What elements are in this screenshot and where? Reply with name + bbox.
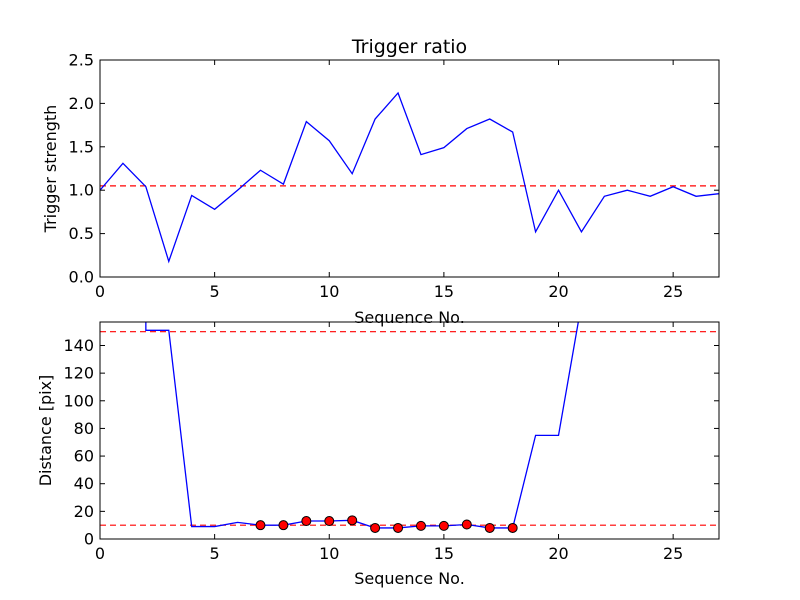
x-tick-label: 0	[95, 282, 105, 301]
data-point	[347, 515, 358, 526]
x-axis-label: Sequence No.	[354, 308, 465, 327]
y-tick-label: 2.5	[69, 51, 94, 70]
x-tick-label: 0	[95, 544, 105, 563]
series-line	[100, 91, 719, 264]
y-axis-label: Distance [pix]	[36, 375, 55, 487]
x-axis-label: Sequence No.	[354, 569, 465, 588]
y-tick-label: 60	[74, 447, 94, 466]
data-point	[278, 520, 289, 531]
x-tick-label: 20	[548, 544, 568, 563]
data-point	[301, 516, 312, 527]
y-tick-label: 0	[84, 530, 94, 549]
data-point	[324, 516, 335, 527]
data-point	[393, 522, 404, 533]
data-point	[370, 522, 381, 533]
x-tick-label: 15	[434, 544, 454, 563]
x-tick-label: 5	[210, 544, 220, 563]
y-tick-label: 0.0	[69, 268, 94, 287]
x-tick-label: 10	[319, 282, 339, 301]
plot-area	[100, 322, 719, 533]
y-tick-label: 2.0	[69, 94, 94, 113]
x-tick-label: 25	[663, 544, 683, 563]
data-point	[255, 520, 266, 531]
y-axis-label: Trigger strength	[41, 105, 60, 234]
y-tick-label: 1.0	[69, 181, 94, 200]
y-tick-label: 1.5	[69, 137, 94, 156]
plot-area	[100, 91, 719, 264]
x-tick-label: 20	[548, 282, 568, 301]
y-tick-label: 100	[63, 391, 94, 410]
y-tick-label: 40	[74, 474, 94, 493]
chart-title: Trigger ratio	[351, 36, 467, 58]
data-point	[438, 520, 449, 531]
trigger-ratio-chart: Trigger ratio Sequence No. Trigger stren…	[41, 36, 720, 327]
axes-frame	[99, 59, 720, 278]
data-point	[507, 522, 518, 533]
x-tick-label: 25	[663, 282, 683, 301]
data-point	[461, 519, 472, 530]
y-tick-label: 140	[63, 336, 94, 355]
x-tick-label: 15	[434, 282, 454, 301]
y-tick-label: 0.5	[69, 224, 94, 243]
axes-frame	[99, 321, 720, 540]
x-tick-label: 10	[319, 544, 339, 563]
y-tick-label: 20	[74, 502, 94, 521]
y-tick-label: 80	[74, 419, 94, 438]
x-tick-label: 5	[210, 282, 220, 301]
data-point	[415, 520, 426, 531]
data-point	[484, 522, 495, 533]
y-tick-label: 120	[63, 364, 94, 383]
distance-chart: Sequence No. Distance [pix] 0 5 10 15 20 25 0 2…	[36, 321, 720, 588]
